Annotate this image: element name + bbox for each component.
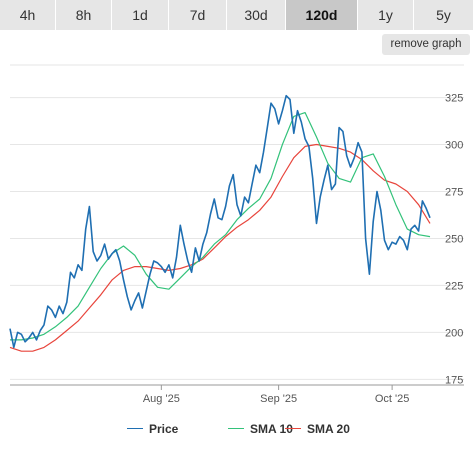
x-tick-label: Oct '25 xyxy=(375,393,410,405)
legend-item-price[interactable]: Price xyxy=(127,419,178,439)
y-tick-label: 300 xyxy=(445,140,463,152)
legend-label: SMA 10 xyxy=(250,422,293,436)
x-tick-label: Aug '25 xyxy=(143,393,180,405)
tab-120d[interactable]: 120d xyxy=(286,0,358,30)
legend-label: SMA 20 xyxy=(307,422,350,436)
chart-grid xyxy=(10,64,464,380)
x-tick-label: Sep '25 xyxy=(260,393,297,405)
tab-4h[interactable]: 4h xyxy=(0,0,56,30)
legend-item-sma-10[interactable]: SMA 10 xyxy=(228,419,293,439)
tab-1y[interactable]: 1y xyxy=(358,0,414,30)
chart-series xyxy=(9,94,431,352)
tab-8h[interactable]: 8h xyxy=(56,0,112,30)
y-tick-label: 275 xyxy=(445,187,463,199)
remove-graph-button[interactable]: remove graph xyxy=(382,34,470,55)
series-line-price xyxy=(9,94,431,349)
price-chart: 175 200 225 250 275 300 325 Aug '25 Sep '25 Oct … xyxy=(9,64,464,405)
legend-swatch xyxy=(127,428,143,430)
legend-item-sma-20[interactable]: SMA 20 xyxy=(285,419,350,439)
tab-7d[interactable]: 7d xyxy=(169,0,227,30)
series-line-sma-10 xyxy=(10,112,431,341)
series-line-sma-20 xyxy=(9,143,431,352)
y-tick-label: 175 xyxy=(445,374,463,386)
legend-swatch xyxy=(228,428,244,430)
legend-label: Price xyxy=(149,422,179,436)
y-axis: 175 200 225 250 275 300 325 xyxy=(445,93,463,387)
timeframe-tabs: 4h 8h 1d 7d 30d 120d 1y 5y xyxy=(0,0,474,30)
y-tick-label: 225 xyxy=(445,280,463,292)
y-tick-label: 325 xyxy=(445,93,463,105)
chart-legend: Price SMA 10 SMA 20 xyxy=(0,419,474,439)
x-axis: Aug '25 Sep '25 Oct '25 xyxy=(10,384,464,405)
legend-swatch xyxy=(285,428,301,430)
y-tick-label: 200 xyxy=(445,327,463,339)
y-tick-label: 250 xyxy=(445,233,463,245)
tab-30d[interactable]: 30d xyxy=(227,0,286,30)
tab-1d[interactable]: 1d xyxy=(112,0,169,30)
